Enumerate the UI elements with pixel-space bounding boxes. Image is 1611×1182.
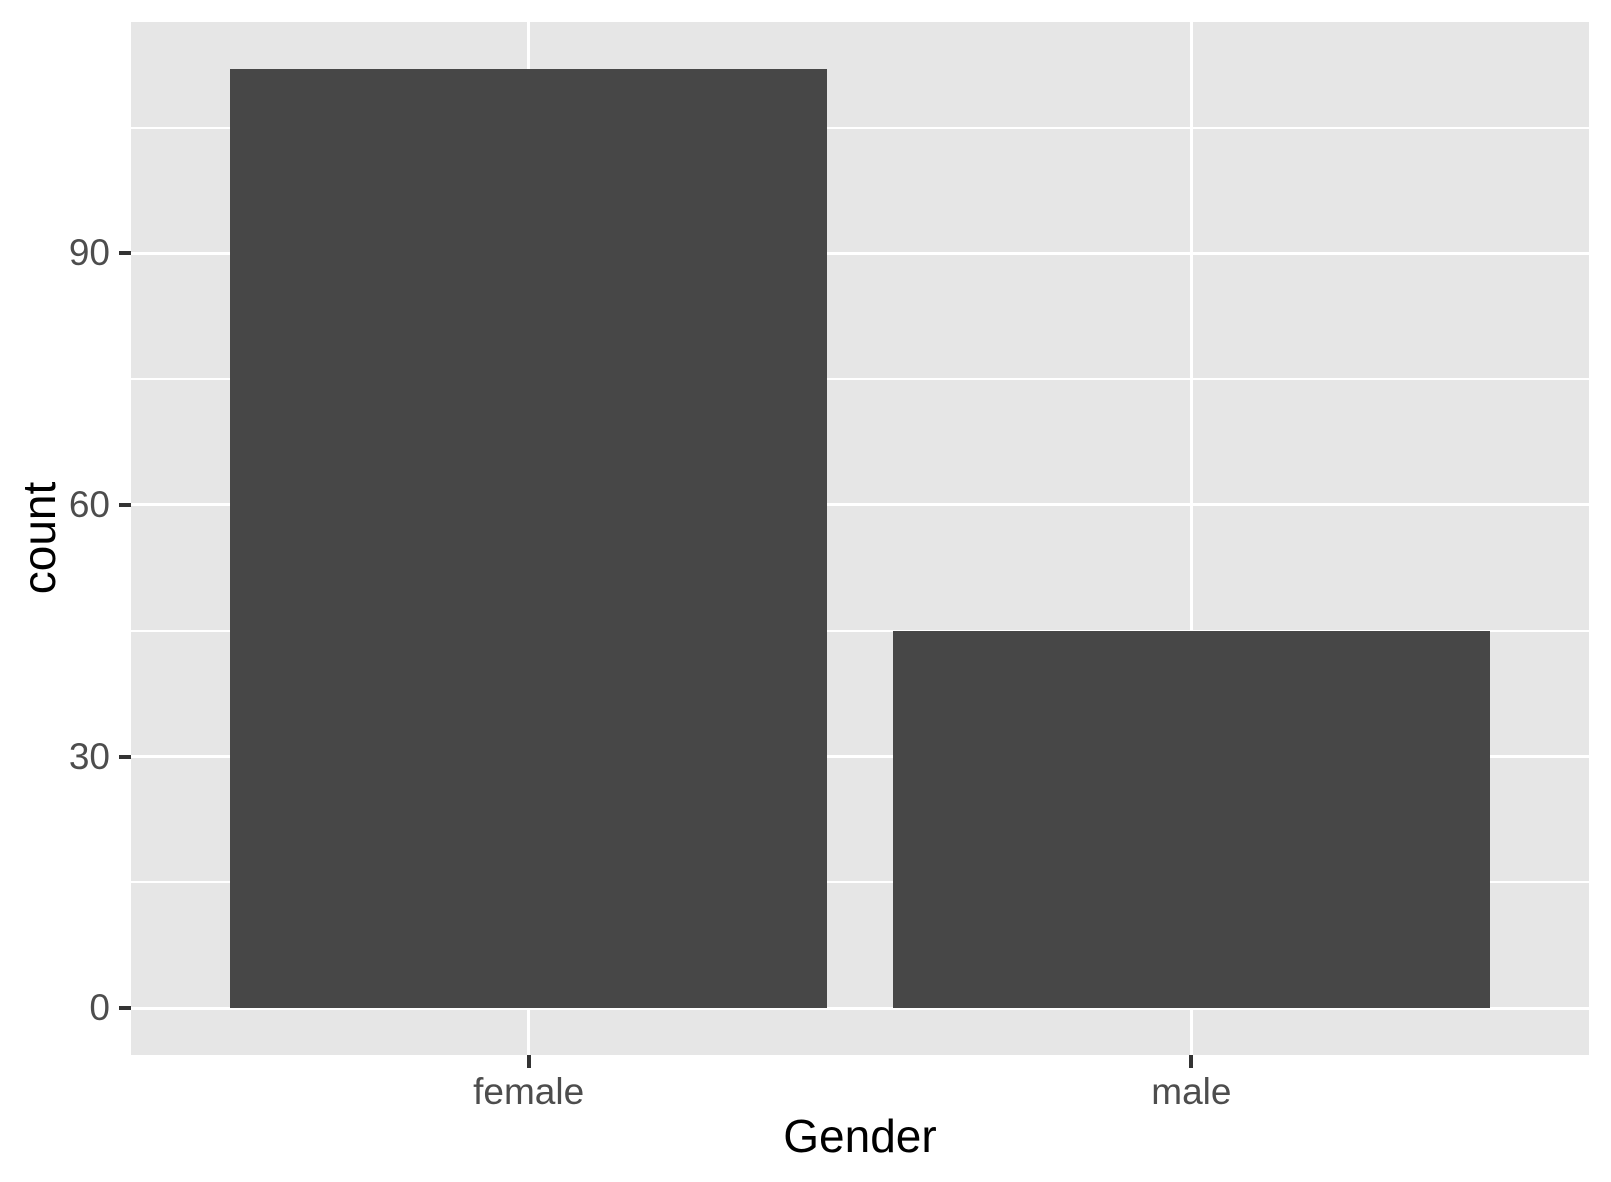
x-tick-mark [526, 1055, 531, 1068]
y-tick-label: 0 [89, 987, 110, 1029]
gridline-major-y [131, 1006, 1589, 1010]
x-axis-title: Gender [783, 1110, 937, 1162]
x-tick-label-male: male [1151, 1071, 1232, 1112]
y-tick-label: 30 [68, 735, 110, 777]
x-tick-mark [1189, 1055, 1194, 1068]
plot-panel [131, 22, 1589, 1055]
y-tick-mark [119, 251, 131, 256]
y-tick-mark [119, 1006, 131, 1011]
gridline-minor-y [131, 629, 1589, 632]
gridline-major-y [131, 755, 1589, 758]
gridline-minor-y [131, 881, 1589, 884]
y-tick-mark [119, 502, 131, 507]
gridline-major-y [131, 251, 1589, 255]
gridline-minor-y [131, 378, 1589, 381]
gridline-minor-y [131, 126, 1589, 129]
y-tick-mark [119, 754, 131, 759]
bar-male [893, 630, 1490, 1009]
y-tick-label: 90 [68, 232, 110, 274]
gridline-major-x [1189, 22, 1193, 1055]
y-tick-label: 60 [68, 483, 110, 525]
bar-female [230, 68, 827, 1009]
gridline-major-y [131, 503, 1589, 507]
x-tick-label-female: female [473, 1071, 585, 1112]
